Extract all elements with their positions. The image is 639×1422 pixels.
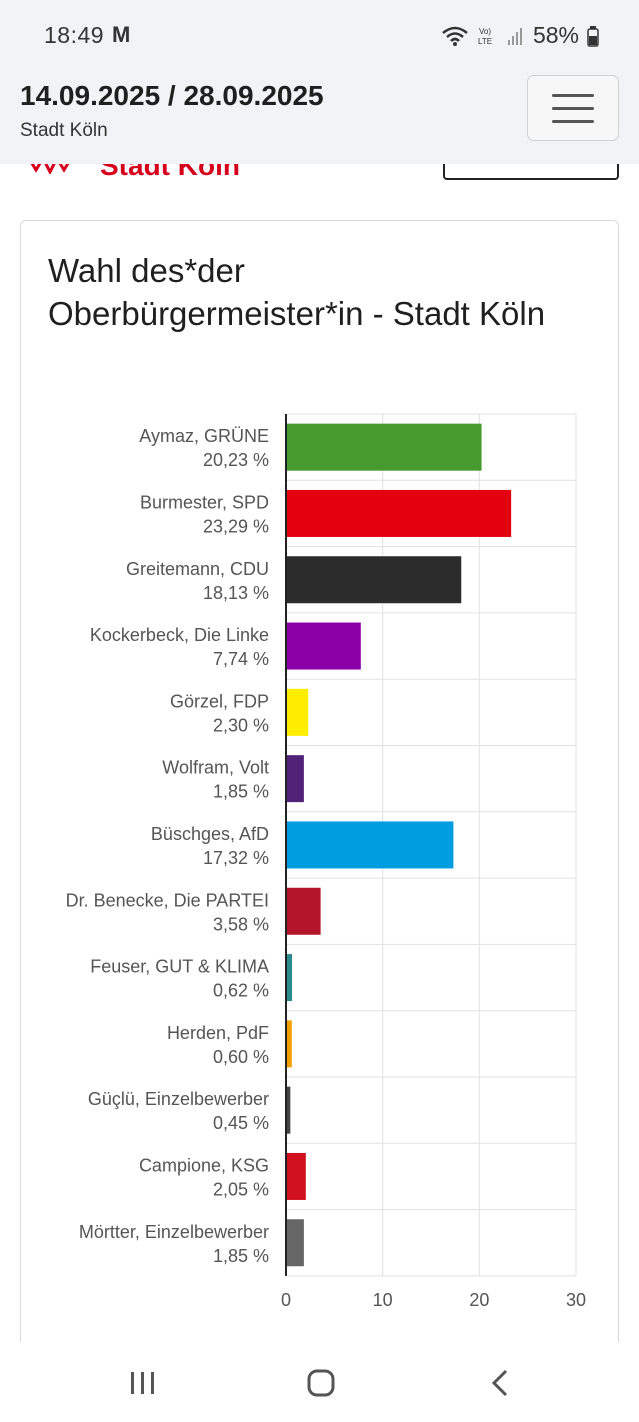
status-time: 18:49 xyxy=(44,22,105,48)
svg-text:Vo): Vo) xyxy=(479,27,491,36)
back-icon[interactable] xyxy=(488,1368,512,1398)
battery-icon xyxy=(587,25,599,47)
value-label: 2,05 % xyxy=(213,1179,269,1199)
svg-text:LTE: LTE xyxy=(478,37,492,46)
hamburger-icon xyxy=(552,107,594,110)
value-label: 0,62 % xyxy=(213,981,269,1001)
bar xyxy=(286,556,462,604)
category-label: Aymaz, GRÜNE xyxy=(139,426,269,446)
election-dates: 14.09.2025 / 28.09.2025 xyxy=(20,80,324,111)
category-label: Wolfram, Volt xyxy=(162,758,269,778)
gmail-notification-icon: M xyxy=(112,22,131,47)
bar xyxy=(286,1219,304,1267)
value-label: 23,29 % xyxy=(203,516,269,536)
site-header: 14.09.2025 / 28.09.2025 Stadt Köln xyxy=(0,72,639,164)
chart-title: Wahl des*der Oberbürgermeister*in - Stad… xyxy=(48,252,546,332)
bar-chart: Aymaz, GRÜNE 20,23 % Burmester, SPD 23,29 %… xyxy=(66,413,586,1310)
status-icons: Vo) LTE 58% xyxy=(441,22,599,49)
x-tick-label: 10 xyxy=(373,1290,393,1310)
bar xyxy=(286,1086,291,1134)
signal-icon xyxy=(507,27,522,45)
bar xyxy=(286,622,361,670)
category-label: Büschges, AfD xyxy=(151,824,269,844)
bar xyxy=(286,489,512,537)
category-label: Dr. Benecke, Die PARTEI xyxy=(66,890,269,910)
category-label: Güçlü, Einzelbewerber xyxy=(88,1089,269,1109)
value-label: 20,23 % xyxy=(203,450,269,470)
recent-apps-icon[interactable] xyxy=(128,1370,158,1396)
value-label: 3,58 % xyxy=(213,914,269,934)
category-label: Burmester, SPD xyxy=(140,492,269,512)
value-label: 17,32 % xyxy=(203,848,269,868)
crest-icon xyxy=(30,164,70,174)
bar xyxy=(286,821,454,869)
bar xyxy=(286,1020,292,1068)
home-icon[interactable] xyxy=(306,1368,336,1398)
bar xyxy=(286,1152,306,1200)
value-label: 0,45 % xyxy=(213,1113,269,1133)
value-label: 1,85 % xyxy=(213,1246,269,1266)
result-card: Wahl des*der Oberbürgermeister*in - Stad… xyxy=(20,220,619,1360)
hamburger-icon xyxy=(552,94,594,97)
hamburger-icon xyxy=(552,120,594,123)
value-label: 18,13 % xyxy=(203,583,269,603)
logo-area: Stadt Köln xyxy=(0,164,639,184)
category-label: Greitemann, CDU xyxy=(126,559,269,579)
logo-box-edge xyxy=(443,164,619,180)
category-label: Mörtter, Einzelbewerber xyxy=(79,1222,269,1242)
volte-icon: Vo) LTE xyxy=(478,27,492,46)
bar xyxy=(286,755,304,803)
category-label: Görzel, FDP xyxy=(170,691,269,711)
value-label: 7,74 % xyxy=(213,649,269,669)
bar xyxy=(286,423,482,471)
value-label: 0,60 % xyxy=(213,1047,269,1067)
category-label: Feuser, GUT & KLIMA xyxy=(90,957,269,977)
logo-text: Stadt Köln xyxy=(100,164,240,181)
value-label: 2,30 % xyxy=(213,715,269,735)
value-label: 1,85 % xyxy=(213,782,269,802)
category-label: Herden, PdF xyxy=(167,1023,269,1043)
battery-percent: 58% xyxy=(532,22,579,48)
status-bar: 18:49 M Vo) LTE 58% xyxy=(0,0,639,72)
category-label: Kockerbeck, Die Linke xyxy=(90,625,269,645)
category-label: Campione, KSG xyxy=(139,1155,269,1175)
bar xyxy=(286,887,321,935)
city-name: Stadt Köln xyxy=(20,120,108,141)
x-tick-label: 20 xyxy=(469,1290,489,1310)
bar xyxy=(286,688,309,736)
menu-button[interactable] xyxy=(527,75,619,141)
bar xyxy=(286,954,292,1002)
wifi-icon xyxy=(442,26,468,46)
x-tick-label: 30 xyxy=(566,1290,586,1310)
x-tick-label: 0 xyxy=(281,1290,291,1310)
navigation-bar xyxy=(0,1342,639,1422)
